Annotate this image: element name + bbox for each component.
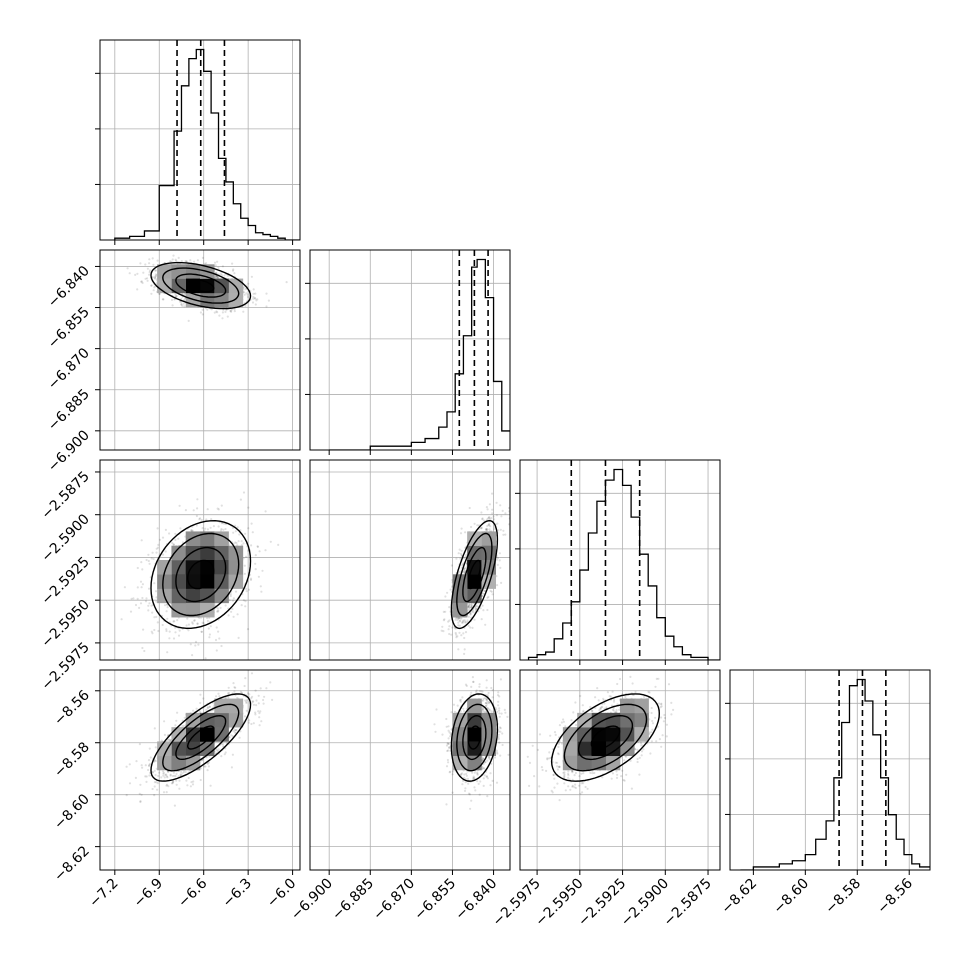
x-tick-label: −8.56 — [874, 875, 916, 917]
contour-0 — [467, 725, 482, 750]
x-tick-label: −8.60 — [771, 876, 813, 918]
y-tick-label: −6.855 — [45, 304, 93, 352]
panel-2-2 — [515, 459, 721, 665]
panel-0-0 — [95, 39, 301, 245]
contour-3 — [550, 693, 661, 782]
contour-2 — [162, 532, 240, 617]
contour-1 — [175, 546, 227, 603]
panel-1-0 — [95, 249, 301, 451]
histogram-3 — [740, 678, 930, 870]
density-cells — [157, 531, 244, 618]
y-tick-label: −8.60 — [51, 791, 93, 833]
contour-0 — [186, 278, 215, 293]
panel-2-1 — [309, 459, 511, 661]
contours — [150, 693, 252, 782]
y-tick-labels: −6.900−6.885−6.870−6.855−6.840−2.5975−2.… — [39, 263, 93, 885]
x-tick-label: −7.2 — [86, 876, 121, 911]
contour-2 — [563, 703, 648, 772]
x-tick-label: −6.9 — [131, 876, 166, 911]
contour-2 — [162, 703, 240, 772]
y-tick-label: −8.58 — [51, 739, 93, 781]
axes-frame — [99, 249, 301, 451]
contour-1 — [462, 714, 487, 761]
panel-1-1 — [305, 249, 511, 455]
contour-0 — [186, 559, 215, 590]
histogram-0 — [114, 48, 300, 240]
contour-3 — [150, 693, 252, 782]
histogram-1 — [329, 258, 510, 450]
contours — [450, 519, 499, 630]
contours — [450, 693, 499, 782]
axes-frame — [729, 669, 931, 871]
contour-0 — [467, 559, 482, 590]
contour-1 — [462, 546, 487, 603]
contour-0 — [590, 725, 621, 750]
x-tick-labels: −7.2 −6.9 −6.6 −6.3 −6.0−6.900−6.885−6.870−6… — [86, 875, 916, 929]
panel-3-0 — [95, 669, 301, 875]
axes-frame — [519, 669, 721, 871]
panel-3-1 — [309, 669, 511, 875]
contour-3 — [150, 519, 252, 629]
contour-1 — [175, 273, 227, 298]
contour-3 — [450, 693, 499, 782]
contour-3 — [150, 261, 252, 310]
x-tick-label: −6.870 — [370, 876, 418, 924]
x-tick-label: −6.6 — [175, 875, 210, 910]
x-tick-label: −6.885 — [329, 876, 377, 924]
y-tick-label: −6.885 — [45, 386, 93, 434]
density-cells — [157, 698, 244, 771]
contours — [550, 693, 661, 782]
contour-2 — [162, 267, 240, 304]
x-tick-label: −6.855 — [411, 876, 459, 924]
axes-frame — [99, 39, 301, 241]
x-tick-label: −8.58 — [822, 876, 864, 918]
panel-3-3 — [725, 669, 931, 875]
contour-3 — [450, 519, 499, 630]
axes-frame — [519, 459, 721, 661]
axes-frame — [99, 669, 301, 871]
y-tick-label: −6.870 — [45, 345, 93, 393]
contour-2 — [456, 532, 493, 617]
panel-2-0 — [95, 459, 301, 661]
axes-frame — [309, 459, 511, 661]
contours — [150, 261, 252, 310]
panels-layer — [95, 39, 931, 875]
panel-3-2 — [519, 669, 721, 875]
contour-1 — [175, 714, 227, 760]
contour-2 — [456, 703, 493, 772]
axes-frame — [309, 249, 511, 451]
x-tick-label: −6.3 — [220, 876, 255, 911]
y-tick-label: −8.62 — [51, 843, 93, 885]
contour-1 — [577, 714, 634, 761]
y-tick-label: −8.56 — [51, 687, 93, 729]
y-tick-label: −6.840 — [45, 263, 93, 311]
y-tick-label: −6.900 — [45, 427, 93, 475]
axes-frame — [309, 669, 511, 871]
x-tick-label: −8.62 — [719, 876, 761, 918]
contour-0 — [186, 725, 215, 750]
histogram-2 — [527, 468, 720, 660]
contours — [150, 519, 252, 629]
axes-frame — [99, 459, 301, 661]
